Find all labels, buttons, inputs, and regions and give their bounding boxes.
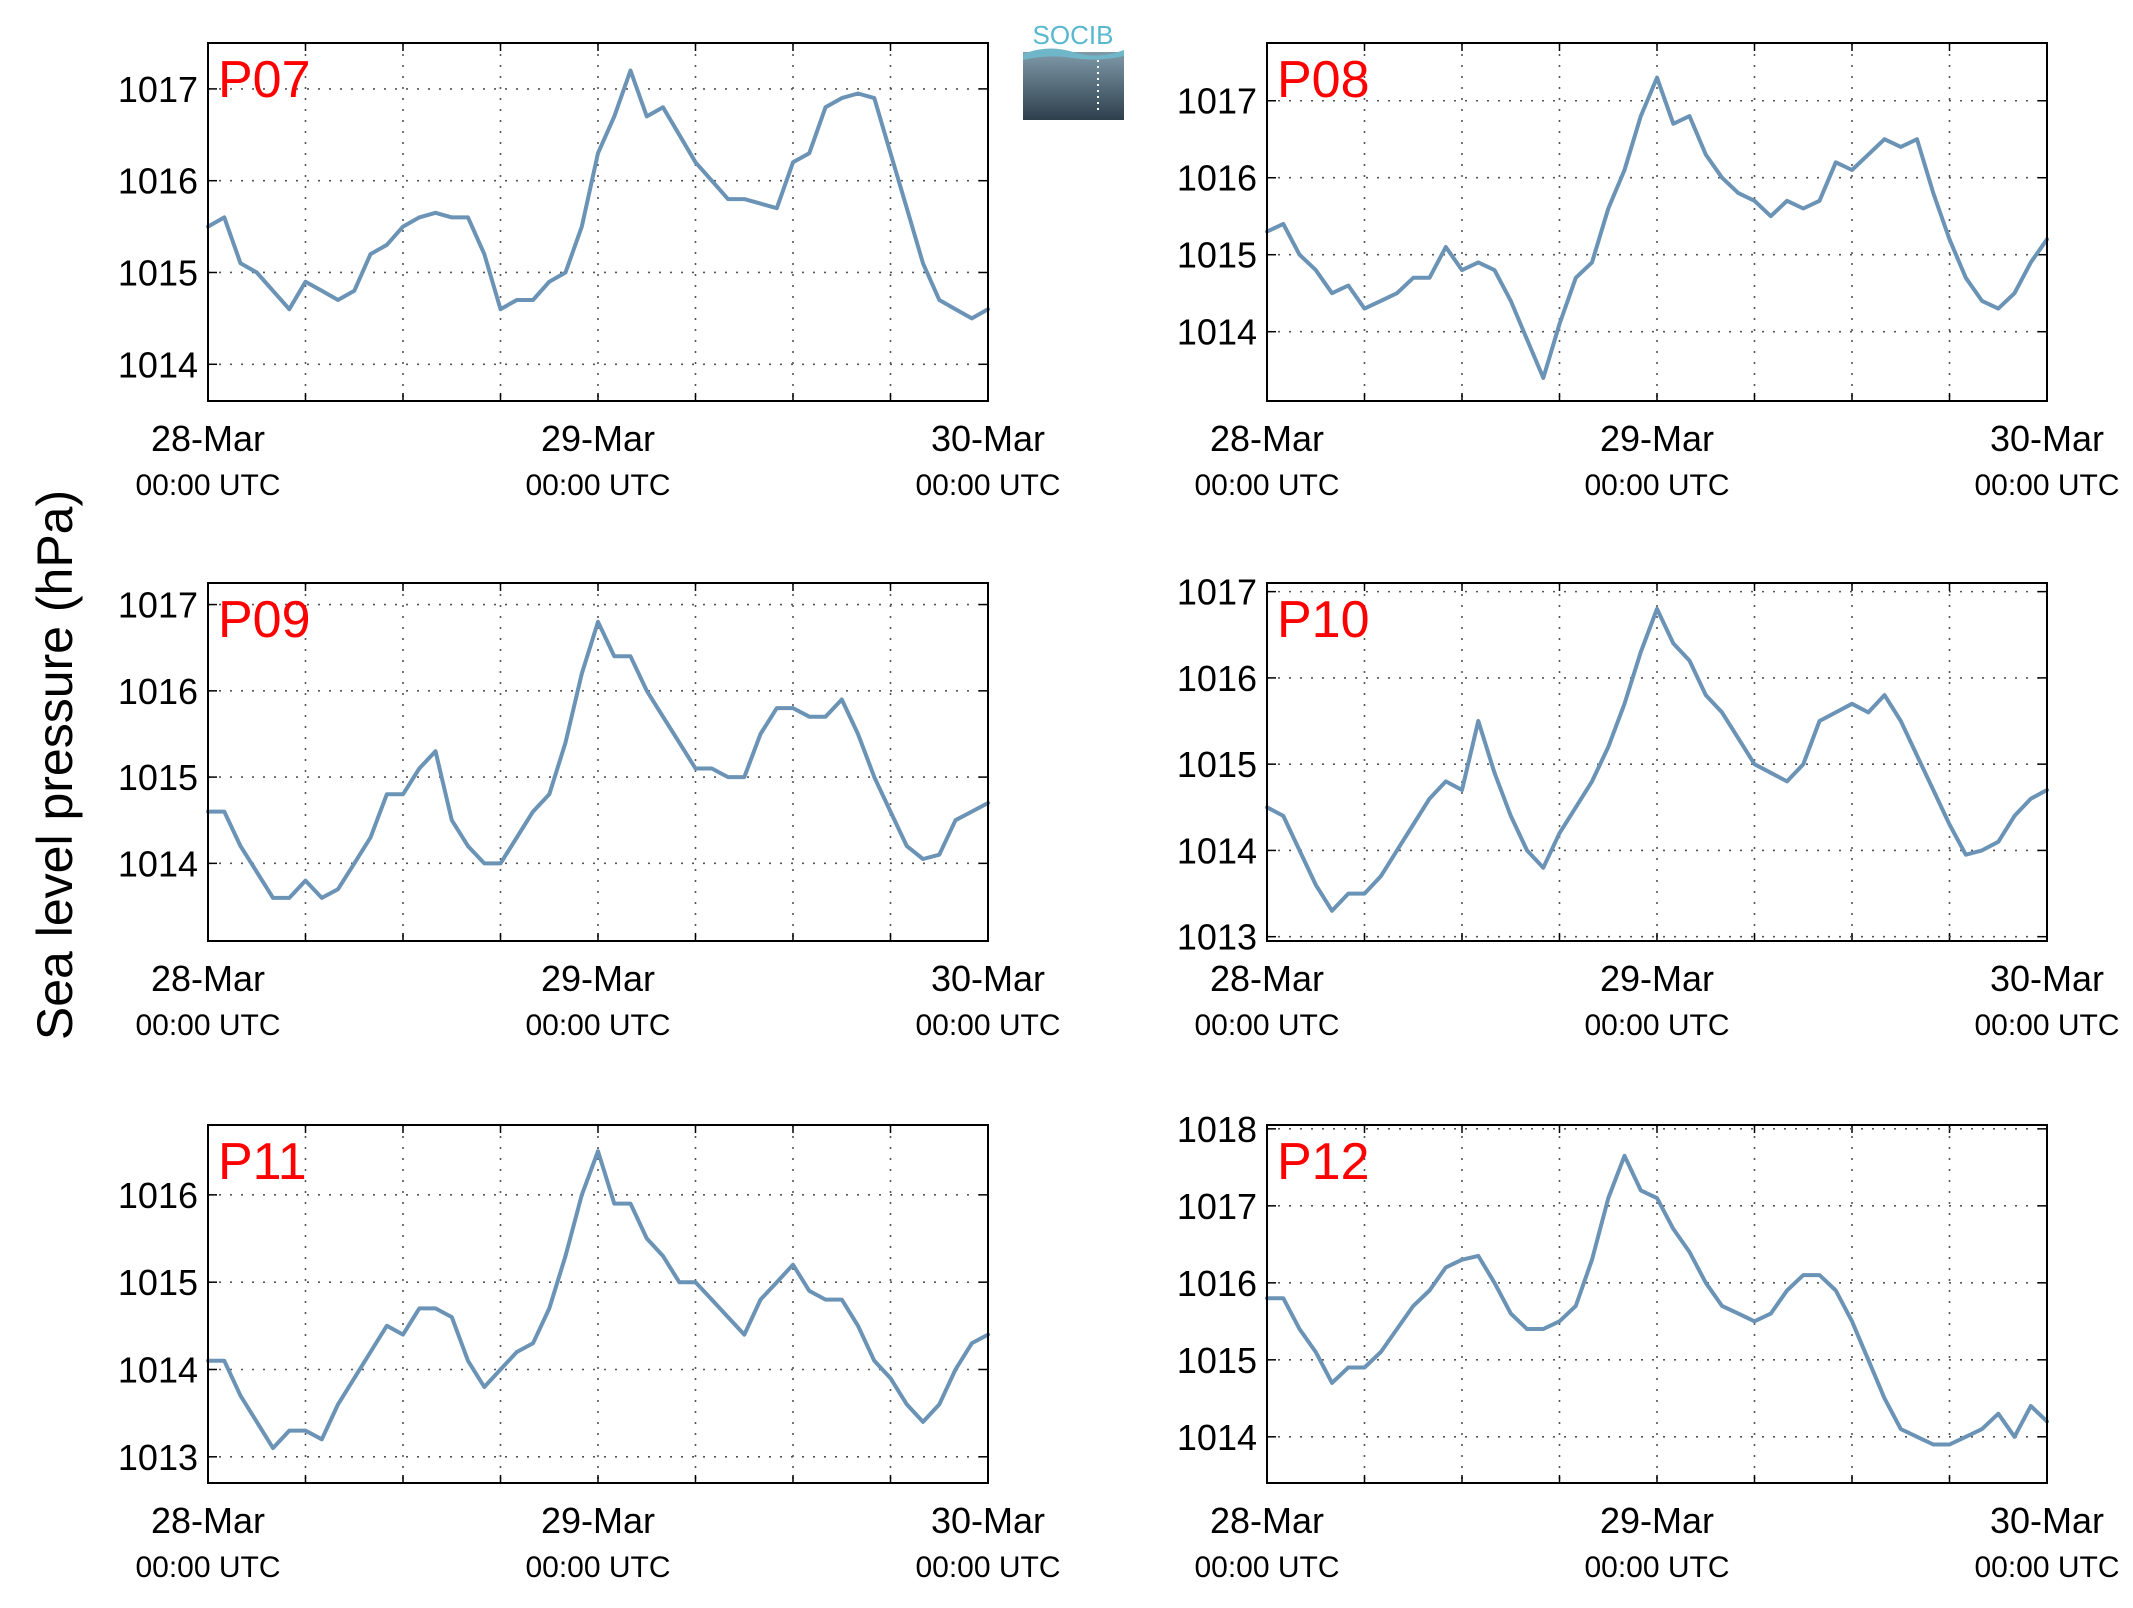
panel-title: P12 xyxy=(1277,1133,1370,1191)
x-tick-sublabel: 00:00 UTC xyxy=(1974,1009,2119,1042)
logo-text: SOCIB xyxy=(1033,20,1114,50)
x-tick-label: 28-Mar xyxy=(1210,418,1324,459)
x-tick-label: 30-Mar xyxy=(931,958,1045,999)
y-tick-label: 1016 xyxy=(118,1175,198,1216)
x-tick-label: 30-Mar xyxy=(931,418,1045,459)
y-axis-label: Sea level pressure (hPa) xyxy=(27,490,83,1040)
axes-frame xyxy=(1266,582,2048,942)
x-tick-sublabel: 00:00 UTC xyxy=(525,469,670,502)
x-tick-label: 30-Mar xyxy=(1990,1500,2104,1541)
x-tick-label: 28-Mar xyxy=(151,958,265,999)
y-tick-label: 1015 xyxy=(118,252,198,293)
y-tick-label: 1017 xyxy=(118,69,198,110)
x-tick-sublabel: 00:00 UTC xyxy=(1584,469,1729,502)
pressure-series-line xyxy=(1265,1153,2049,1447)
axes-frame xyxy=(207,1124,989,1484)
x-tick-label: 28-Mar xyxy=(151,1500,265,1541)
x-tick-label: 30-Mar xyxy=(1990,958,2104,999)
pressure-series-line xyxy=(206,1149,990,1451)
x-tick-sublabel: 00:00 UTC xyxy=(525,1551,670,1584)
x-tick-label: 30-Mar xyxy=(931,1500,1045,1541)
y-tick-label: 1016 xyxy=(1177,658,1257,699)
panel-p11: 1013 1014 1015 1016 28-Mar 00:00 UTC 29-Mar 00:… xyxy=(118,1124,1061,1584)
y-tick-label: 1015 xyxy=(1177,744,1257,785)
y-tick-label: 1015 xyxy=(1177,235,1257,276)
y-tick-label: 1014 xyxy=(118,843,198,884)
y-tick-label: 1014 xyxy=(1177,312,1257,353)
y-tick-label: 1014 xyxy=(118,344,198,385)
x-tick-label: 28-Mar xyxy=(1210,1500,1324,1541)
panel-p07: 1014 1015 1016 1017 28-Mar 00:00 UTC 29-Mar 00:… xyxy=(118,42,1061,502)
x-tick-sublabel: 00:00 UTC xyxy=(1194,469,1339,502)
y-tick-label: 1014 xyxy=(1177,830,1257,871)
y-tick-label: 1017 xyxy=(1177,572,1257,613)
pressure-series-line xyxy=(1265,606,2049,913)
x-tick-sublabel: 00:00 UTC xyxy=(1194,1551,1339,1584)
y-tick-label: 1017 xyxy=(1177,1186,1257,1227)
x-tick-label: 29-Mar xyxy=(541,1500,655,1541)
y-tick-label: 1015 xyxy=(1177,1340,1257,1381)
y-tick-label: 1013 xyxy=(118,1437,198,1478)
axes-frame xyxy=(207,42,989,402)
x-tick-label: 29-Mar xyxy=(541,418,655,459)
panel-p08: 1014 1015 1016 1017 28-Mar 00:00 UTC 29-Mar 00:… xyxy=(1177,42,2120,502)
pressure-series-line xyxy=(206,68,990,321)
x-tick-sublabel: 00:00 UTC xyxy=(1584,1009,1729,1042)
y-tick-label: 1017 xyxy=(1177,81,1257,122)
x-tick-label: 30-Mar xyxy=(1990,418,2104,459)
x-tick-sublabel: 00:00 UTC xyxy=(1974,1551,2119,1584)
x-tick-sublabel: 00:00 UTC xyxy=(1584,1551,1729,1584)
y-tick-label: 1018 xyxy=(1177,1109,1257,1150)
y-tick-label: 1014 xyxy=(1177,1417,1257,1458)
pressure-series-line xyxy=(1265,75,2049,380)
x-tick-sublabel: 00:00 UTC xyxy=(135,1551,280,1584)
x-tick-sublabel: 00:00 UTC xyxy=(915,469,1060,502)
y-tick-label: 1016 xyxy=(118,671,198,712)
x-tick-label: 29-Mar xyxy=(1600,1500,1714,1541)
panel-title: P10 xyxy=(1277,591,1370,649)
y-tick-label: 1015 xyxy=(118,1262,198,1303)
x-tick-label: 29-Mar xyxy=(1600,958,1714,999)
pressure-series-line xyxy=(206,619,990,900)
x-tick-sublabel: 00:00 UTC xyxy=(1194,1009,1339,1042)
y-tick-label: 1015 xyxy=(118,757,198,798)
x-tick-label: 29-Mar xyxy=(1600,418,1714,459)
x-tick-sublabel: 00:00 UTC xyxy=(525,1009,670,1042)
x-tick-label: 28-Mar xyxy=(151,418,265,459)
x-tick-label: 28-Mar xyxy=(1210,958,1324,999)
panel-p09: 1014 1015 1016 1017 28-Mar 00:00 UTC 29-Mar 00:… xyxy=(118,582,1061,1042)
x-tick-sublabel: 00:00 UTC xyxy=(135,469,280,502)
y-tick-label: 1013 xyxy=(1177,917,1257,958)
x-tick-sublabel: 00:00 UTC xyxy=(915,1009,1060,1042)
panel-p12: 1014 1015 1016 1017 1018 28-Mar 00:00 UTC 29-Ma… xyxy=(1177,1109,2120,1584)
axes-frame xyxy=(1266,1124,2048,1484)
panel-p10: 1013 1014 1015 1016 1017 28-Mar 00:00 UTC 29-Ma… xyxy=(1177,572,2120,1042)
x-tick-sublabel: 00:00 UTC xyxy=(135,1009,280,1042)
panels-group: 1014 1015 1016 1017 28-Mar 00:00 UTC 29-Mar 00:… xyxy=(118,42,2120,1584)
panel-title: P11 xyxy=(218,1133,307,1191)
y-tick-label: 1016 xyxy=(1177,158,1257,199)
x-tick-label: 29-Mar xyxy=(541,958,655,999)
axes-frame xyxy=(207,582,989,942)
y-tick-label: 1016 xyxy=(1177,1263,1257,1304)
axes-frame xyxy=(1266,42,2048,402)
y-tick-label: 1014 xyxy=(118,1349,198,1390)
panel-title: P07 xyxy=(218,51,311,109)
x-tick-sublabel: 00:00 UTC xyxy=(1974,469,2119,502)
y-tick-label: 1016 xyxy=(118,161,198,202)
panel-title: P08 xyxy=(1277,51,1370,109)
panel-title: P09 xyxy=(218,591,311,649)
x-tick-sublabel: 00:00 UTC xyxy=(915,1551,1060,1584)
y-tick-label: 1017 xyxy=(118,585,198,626)
socib-logo: SOCIB xyxy=(1023,20,1124,120)
